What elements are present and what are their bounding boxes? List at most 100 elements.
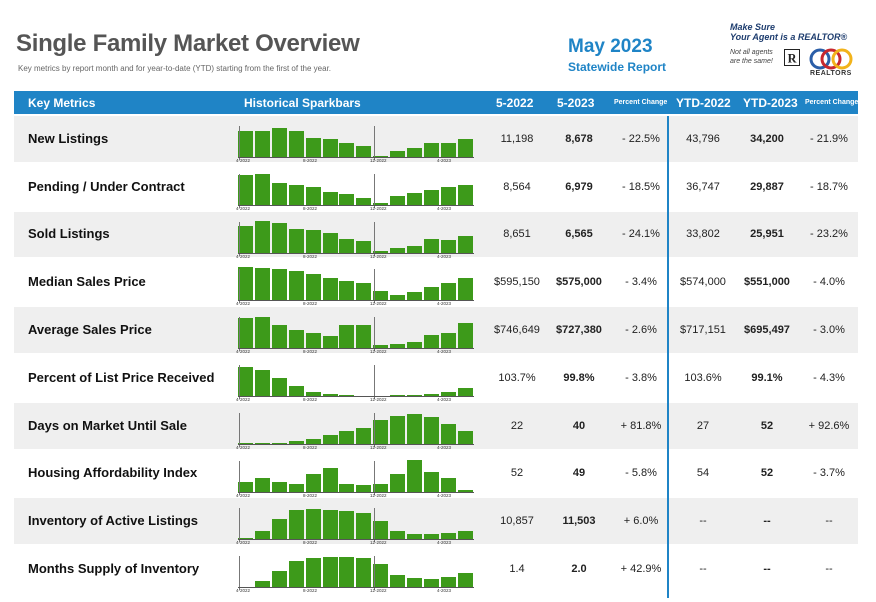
- sparkbar-labels: 4-2022 8-2022 12-2022 4-2023: [236, 397, 472, 405]
- sparkbar-tick-label: 4-2023: [437, 492, 452, 498]
- sparkbar: [390, 530, 406, 541]
- value-ytd-prior: 54: [696, 467, 710, 480]
- sparkbar-chart: [238, 409, 474, 447]
- sparkbar: [238, 267, 253, 302]
- value-current: 6,979: [565, 180, 593, 193]
- association-logo-icon: [809, 48, 853, 70]
- sparkbar: [322, 191, 338, 206]
- sparkbar: [271, 128, 287, 158]
- value-change: - 3.8%: [625, 371, 657, 384]
- sparkbar-tick-label: 8-2022: [303, 540, 318, 546]
- value-current: 6,565: [565, 228, 593, 241]
- sparkbar: [254, 370, 270, 397]
- sparkbar: [457, 322, 473, 350]
- sparkbar: [322, 336, 338, 350]
- sparkbar-year-marker: [374, 173, 376, 208]
- sparkbar: [407, 246, 422, 254]
- sparkbar-labels: 4-2022 8-2022 12-2022 4-2023: [236, 158, 472, 166]
- value-prior: 22: [510, 419, 524, 432]
- sparkbar: [373, 563, 389, 589]
- sparkbar-tick-label: 4-2022: [236, 301, 251, 307]
- value-change: - 18.5%: [622, 180, 660, 193]
- sparkbar-tick-label: 4-2022: [236, 397, 251, 402]
- value-current: 99.8%: [563, 371, 595, 384]
- sparkbar-chart: [238, 552, 474, 591]
- sparkbar-tick-label: 4-2023: [437, 444, 452, 450]
- sparkbar-year-marker: [374, 269, 376, 304]
- value-ytd-prior: $717,151: [680, 324, 726, 337]
- sparkbar: [407, 148, 422, 158]
- table-row: Median Sales Price $595,150 $575,000 - 3.4%…: [14, 259, 858, 306]
- sparkbar-tick-label: 4-2023: [437, 397, 452, 402]
- sparkbar: [356, 283, 372, 302]
- sparkbar: [305, 438, 321, 445]
- sparkbar-chart: [238, 122, 474, 160]
- value-ytd-prior: --: [699, 563, 707, 576]
- sparkbar: [254, 221, 270, 254]
- sparkbar: [238, 131, 253, 158]
- table-row: Average Sales Price $746,649 $727,380 - 2.6…: [14, 307, 858, 355]
- svg-text:R: R: [788, 51, 797, 65]
- sparkbar: [407, 414, 422, 445]
- value-ytd-prior: 36,747: [686, 180, 720, 193]
- sparkbar: [271, 223, 287, 254]
- sparkbar-year-marker: [239, 460, 240, 495]
- sparkbar: [440, 142, 456, 158]
- sparkbar-chart: [238, 457, 474, 495]
- sparkbar: [305, 392, 321, 397]
- value-current: $575,000: [556, 276, 602, 289]
- brand-note-line2: are the same!: [730, 58, 773, 65]
- report-month: May 2023: [568, 36, 653, 57]
- sparkbar-labels: 4-2022 8-2022 12-2022 4-2023: [236, 254, 472, 262]
- sparkbar: [457, 388, 473, 397]
- value-ytd-current: 29,887: [750, 180, 784, 193]
- sparkbar-tick-label: 4-2023: [437, 253, 452, 259]
- sparkbar: [423, 190, 439, 206]
- sparkbar: [322, 393, 338, 397]
- col-sparkbars: Historical Sparkbars: [244, 96, 361, 110]
- sparkbar: [322, 434, 338, 445]
- sparkbar-tick-label: 4-2022: [236, 253, 251, 259]
- sparkbar-year-marker: [239, 556, 240, 591]
- value-change: + 6.0%: [623, 515, 659, 528]
- sparkbar: [457, 278, 473, 302]
- sparkbar-tick-label: 4-2023: [437, 349, 452, 355]
- sparkbar-tick-label: 12-2022: [370, 158, 387, 163]
- col-ytd-current: YTD-2023: [743, 96, 798, 110]
- sparkbar-tick-label: 12-2022: [370, 205, 387, 211]
- sparkbar-tick-label: 8-2022: [303, 492, 318, 498]
- metric-label: Inventory of Active Listings: [28, 513, 198, 529]
- value-change: + 42.9%: [620, 563, 662, 576]
- sparkbar: [457, 139, 473, 158]
- sparkbar: [339, 484, 355, 493]
- value-change: - 5.8%: [625, 467, 657, 480]
- sparkbar-chart: [238, 313, 474, 352]
- sparkbar-tick-label: 8-2022: [303, 397, 318, 402]
- sparkbar: [356, 325, 372, 350]
- sparkbar: [423, 471, 439, 493]
- sparkbar-tick-label: 4-2022: [236, 444, 251, 450]
- sparkbar-axis: [238, 204, 474, 206]
- value-change: - 24.1%: [622, 228, 660, 241]
- sparkbar: [373, 345, 389, 350]
- sparkbar-labels: 4-2022 8-2022 12-2022 4-2023: [236, 301, 472, 309]
- sparkbar: [356, 145, 372, 158]
- sparkbar: [423, 287, 439, 302]
- sparkbar-year-marker: [239, 173, 240, 208]
- sparkbar-year-marker: [374, 412, 376, 447]
- sparkbar-tick-label: 4-2023: [437, 588, 452, 594]
- value-ytd-change: - 4.0%: [813, 276, 845, 289]
- sparkbar-tick-label: 4-2023: [437, 301, 452, 307]
- table-row: New Listings 11,198 8,678 - 22.5% 43,796 34,2…: [14, 116, 858, 163]
- sparkbar-year-marker: [239, 221, 240, 256]
- metric-label: Pending / Under Contract: [28, 178, 185, 194]
- sparkbar: [238, 367, 253, 397]
- metric-label: Housing Affordability Index: [28, 465, 198, 481]
- col-key-metrics: Key Metrics: [28, 96, 96, 110]
- value-prior: $595,150: [494, 276, 540, 289]
- sparkbar-tick-label: 12-2022: [370, 349, 387, 355]
- sparkbar: [373, 420, 389, 445]
- sparkbar: [373, 203, 389, 206]
- sparkbar-labels: 4-2022 8-2022 12-2022 4-2023: [236, 540, 472, 548]
- value-ytd-current: $551,000: [744, 276, 790, 289]
